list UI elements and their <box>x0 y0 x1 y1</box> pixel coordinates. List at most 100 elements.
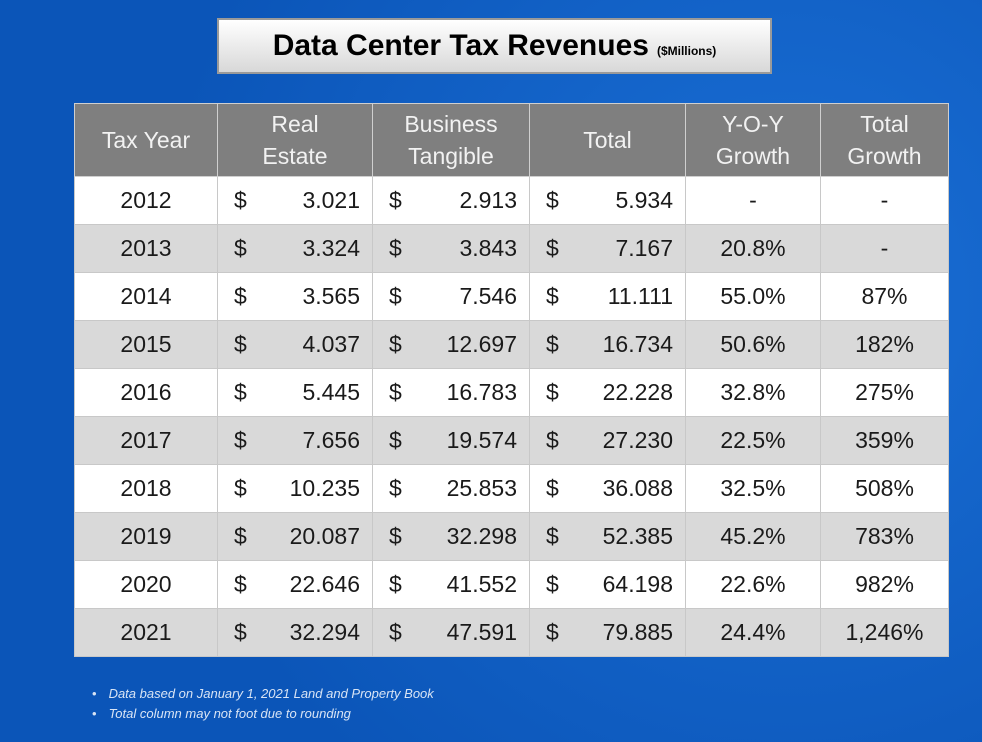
amount: 3.843 <box>459 235 517 261</box>
money: $27.230 <box>530 427 685 454</box>
money-cell: $36.088 <box>529 464 686 513</box>
money: $7.546 <box>373 283 529 310</box>
money: $12.697 <box>373 331 529 358</box>
money-cell: $2.913 <box>372 176 530 225</box>
amount: 7.546 <box>459 283 517 309</box>
money: $2.913 <box>373 187 529 214</box>
amount: 5.445 <box>302 379 360 405</box>
money-cell: $27.230 <box>529 416 686 465</box>
money-cell: $64.198 <box>529 560 686 609</box>
currency-symbol: $ <box>546 235 559 261</box>
money-cell: $3.843 <box>372 224 530 273</box>
money-cell: $3.565 <box>217 272 373 321</box>
money: $4.037 <box>218 331 372 358</box>
column-header: Total Growth <box>820 103 949 177</box>
subtitle: ($Millions) <box>656 44 717 58</box>
revenue-table: Tax Year Real Estate Business Tangible Total Y… <box>74 103 949 657</box>
amount: 5.934 <box>615 187 673 213</box>
footnote: Data based on January 1, 2021 Land and P… <box>92 684 434 704</box>
growth-cell: 275% <box>820 368 949 417</box>
currency-symbol: $ <box>389 523 402 549</box>
amount: 22.646 <box>289 571 360 597</box>
money: $79.885 <box>530 619 685 646</box>
money: $5.445 <box>218 379 372 406</box>
amount: 2.913 <box>459 187 517 213</box>
currency-symbol: $ <box>234 235 247 261</box>
year-cell: 2021 <box>74 608 218 657</box>
amount: 52.385 <box>602 523 673 549</box>
money: $52.385 <box>530 523 685 550</box>
money: $22.646 <box>218 571 372 598</box>
amount: 25.853 <box>446 475 517 501</box>
money-cell: $7.546 <box>372 272 530 321</box>
money: $32.298 <box>373 523 529 550</box>
amount: 4.037 <box>302 331 360 357</box>
growth-cell: 22.5% <box>685 416 821 465</box>
money: $7.167 <box>530 235 685 262</box>
money: $3.324 <box>218 235 372 262</box>
column-header: Tax Year <box>74 103 218 177</box>
header-line: Real <box>271 111 319 137</box>
table-row: 2012 $3.021 $2.913 $5.934- - <box>74 176 949 225</box>
amount: 32.298 <box>446 523 517 549</box>
currency-symbol: $ <box>389 331 402 357</box>
growth-cell: 982% <box>820 560 949 609</box>
header-row: Tax Year Real Estate Business Tangible Total Y… <box>74 103 949 177</box>
currency-symbol: $ <box>546 475 559 501</box>
currency-symbol: $ <box>546 619 559 645</box>
money: $20.087 <box>218 523 372 550</box>
money: $41.552 <box>373 571 529 598</box>
year-cell: 2018 <box>74 464 218 513</box>
money-cell: $7.167 <box>529 224 686 273</box>
amount: 19.574 <box>446 427 517 453</box>
growth-cell: 20.8% <box>685 224 821 273</box>
money-cell: $12.697 <box>372 320 530 369</box>
money-cell: $79.885 <box>529 608 686 657</box>
growth-cell: 32.8% <box>685 368 821 417</box>
currency-symbol: $ <box>546 283 559 309</box>
money-cell: $11.111 <box>529 272 686 321</box>
table-row: 2016 $5.445 $16.783 $22.228 32.8% 275% <box>74 368 949 417</box>
table-row: 2020 $22.646 $41.552 $64.198 22.6% 982% <box>74 560 949 609</box>
growth-cell: 22.6% <box>685 560 821 609</box>
column-header: Business Tangible <box>372 103 530 177</box>
currency-symbol: $ <box>389 619 402 645</box>
header-line: Tax Year <box>101 127 191 153</box>
amount: 41.552 <box>446 571 517 597</box>
currency-symbol: $ <box>389 187 402 213</box>
year-cell: 2020 <box>74 560 218 609</box>
year-cell: 2019 <box>74 512 218 561</box>
header-line: Y-O-Y <box>722 111 784 137</box>
year-cell: 2017 <box>74 416 218 465</box>
money-cell: $32.294 <box>217 608 373 657</box>
growth-cell: - <box>820 224 949 273</box>
growth-cell: 55.0% <box>685 272 821 321</box>
amount: 11.111 <box>607 283 673 309</box>
amount: 3.324 <box>302 235 360 261</box>
table-row: 2019 $20.087 $32.298 $52.385 45.2% 783% <box>74 512 949 561</box>
header-line: Total <box>583 127 632 153</box>
amount: 7.656 <box>302 427 360 453</box>
money: $10.235 <box>218 475 372 502</box>
money-cell: $7.656 <box>217 416 373 465</box>
title: Data Center Tax Revenues <box>272 29 649 62</box>
header-line: Business <box>404 111 498 137</box>
currency-symbol: $ <box>389 235 402 261</box>
year-cell: 2016 <box>74 368 218 417</box>
money: $11.111 <box>530 283 685 310</box>
currency-symbol: $ <box>546 523 559 549</box>
money-cell: $16.783 <box>372 368 530 417</box>
amount: 27.230 <box>602 427 673 453</box>
amount: 64.198 <box>602 571 673 597</box>
table-row: 2014 $3.565 $7.546 $11.111 55.0% 87% <box>74 272 949 321</box>
money-cell: $5.445 <box>217 368 373 417</box>
money-cell: $10.235 <box>217 464 373 513</box>
year-cell: 2012 <box>74 176 218 225</box>
amount: 32.294 <box>289 619 360 645</box>
amount: 47.591 <box>446 619 517 645</box>
growth-cell: 45.2% <box>685 512 821 561</box>
year-cell: 2015 <box>74 320 218 369</box>
currency-symbol: $ <box>234 619 247 645</box>
growth-cell: 87% <box>820 272 949 321</box>
money-cell: $4.037 <box>217 320 373 369</box>
